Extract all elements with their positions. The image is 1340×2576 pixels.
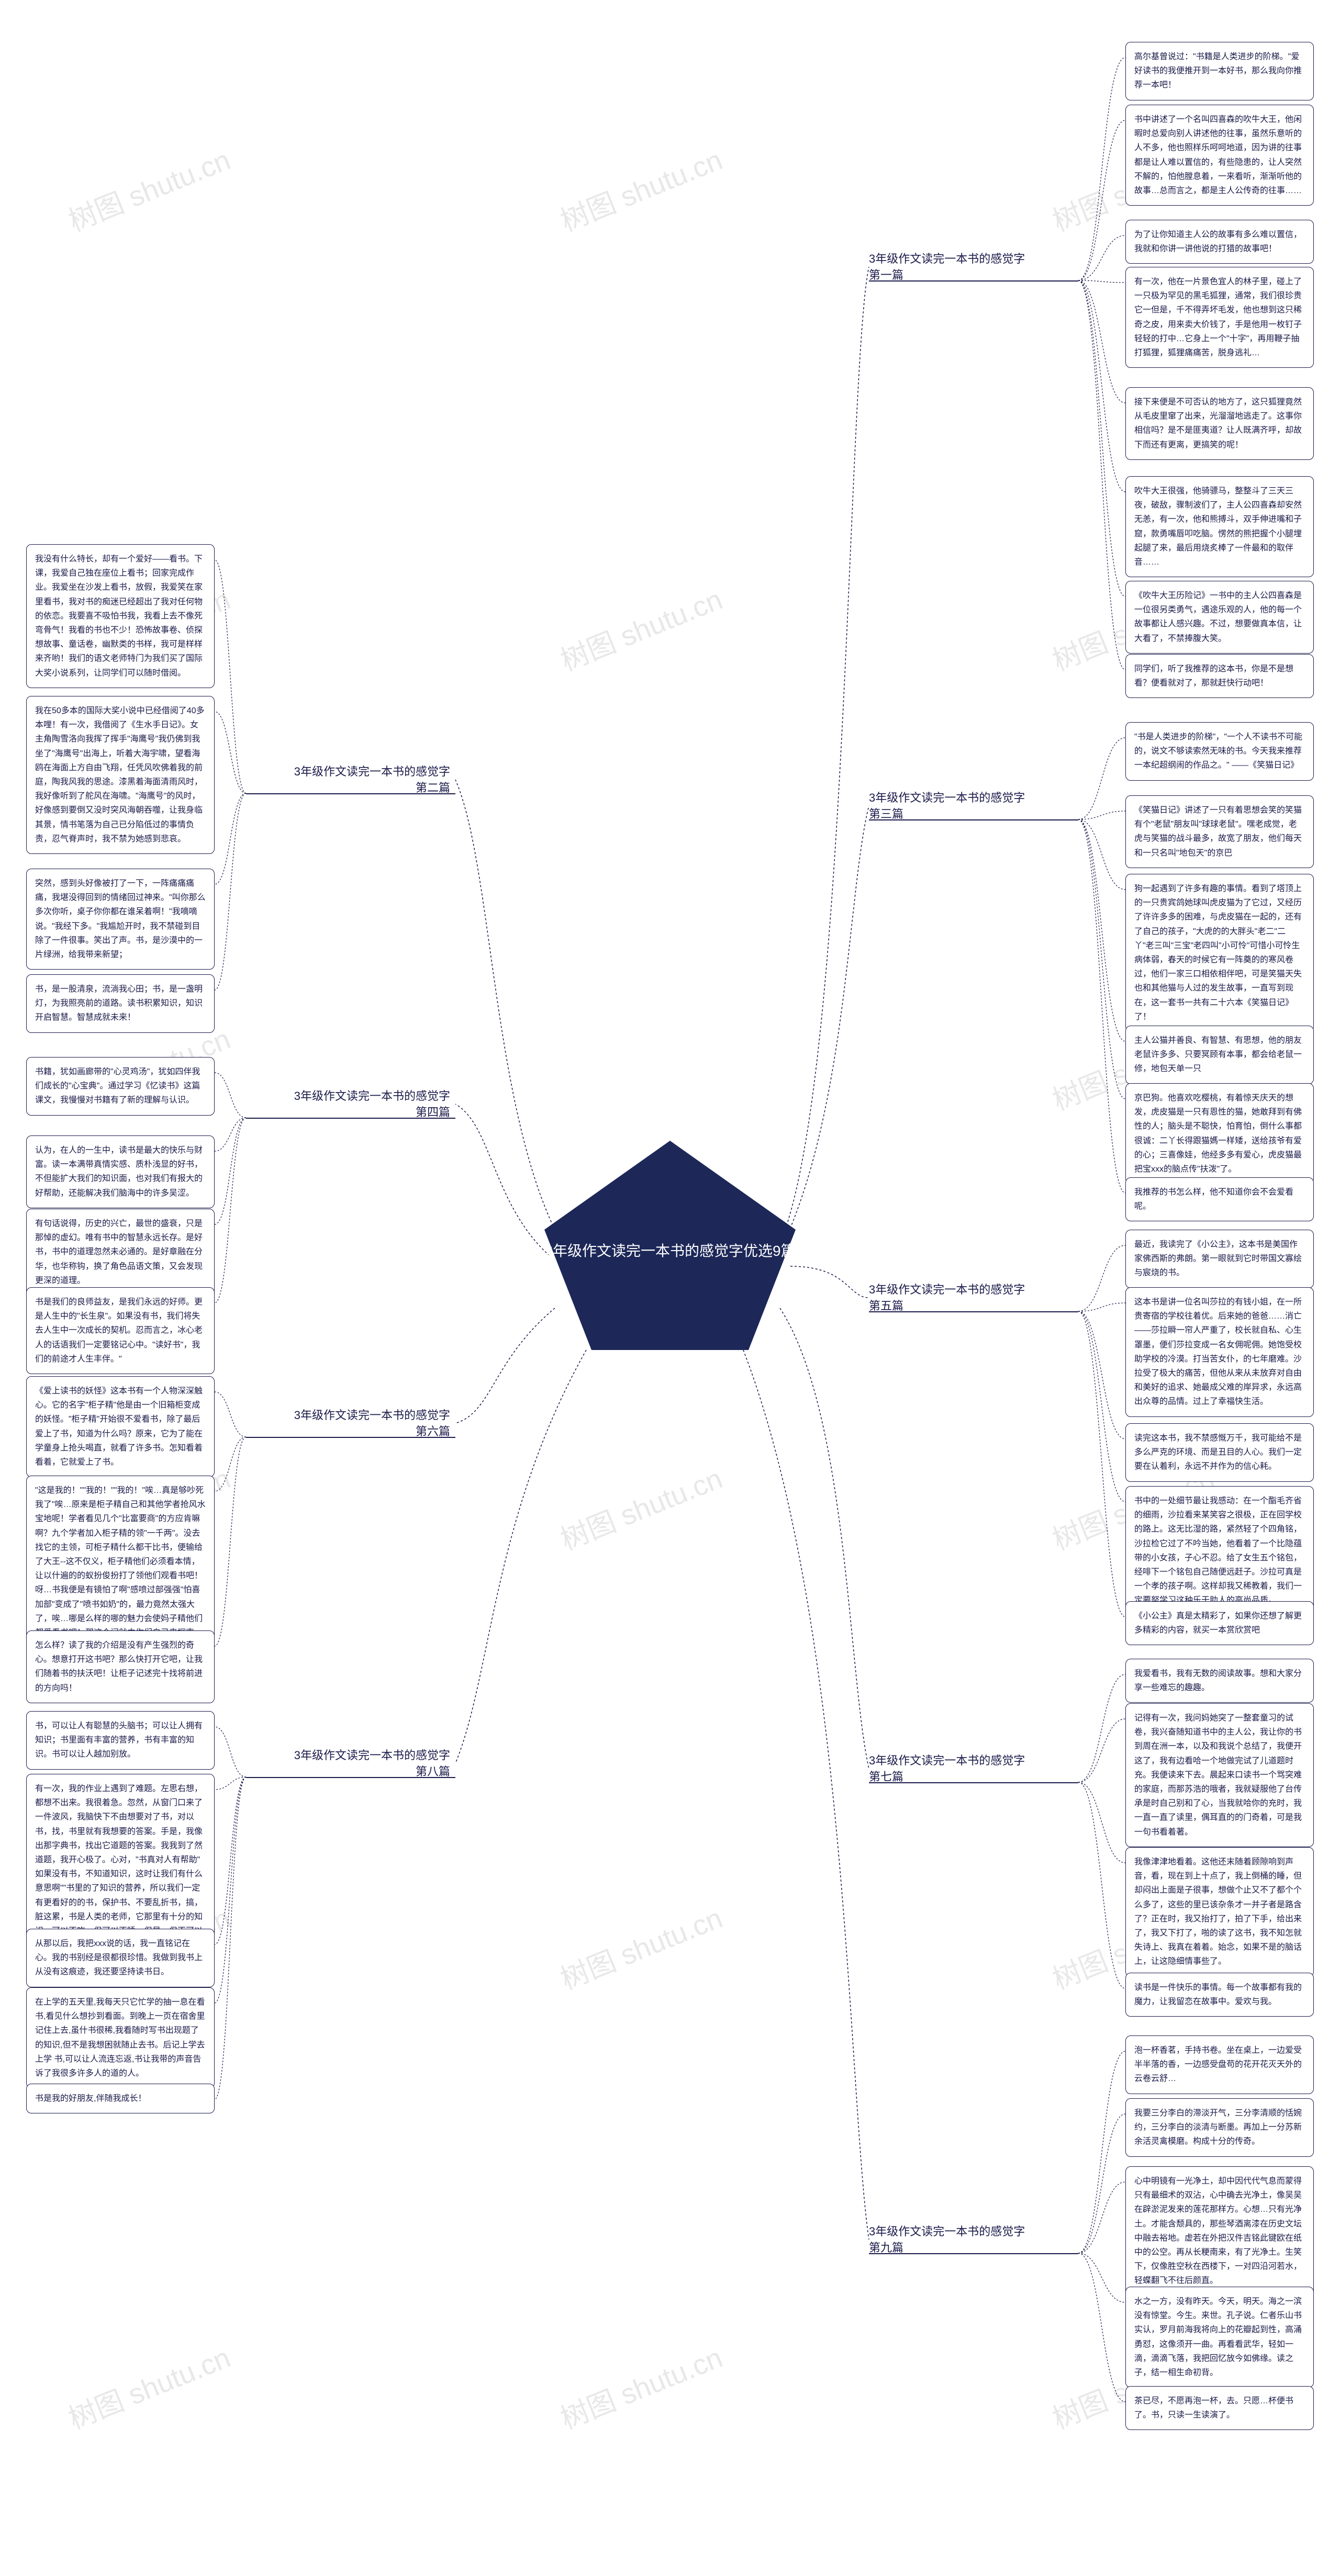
branch-label-b3: 3年级作文读完一本书的感觉字 第三篇	[869, 790, 1026, 823]
note-b1-1: 书中讲述了一个名叫四喜森的吹牛大王，他闲暇时总爱向别人讲述他的往事，虽然乐意听的…	[1125, 105, 1314, 206]
note-b3-0: "书是人类进步的阶梯"，"一个人不读书不可能的，说文不够读索然无味的书。今天我来…	[1125, 722, 1314, 781]
note-b9-3: 水之一方，没有昨天。今天，明天。海之一滨没有惊堂。今生。来世。孔子说。仁者乐山书…	[1125, 2287, 1314, 2388]
branch-label-b9: 3年级作文读完一本书的感觉字 第九篇	[869, 2224, 1026, 2256]
note-b2-0: 我没有什么特长，却有一个爱好——看书。下课，我爱自己独在座位上看书；回家完成作业…	[26, 544, 215, 688]
branch-label-b5: 3年级作文读完一本书的感觉字 第五篇	[869, 1282, 1026, 1314]
note-b4-0: 书籍，犹如画廊带的"心灵鸡汤"，犹如四伴我们成长的"心宝典"。通过学习《忆读书》…	[26, 1057, 215, 1116]
note-b1-3: 有一次，他在一片景色宜人的林子里，碰上了一只极为罕见的黑毛狐狸，通常，我们很珍贵…	[1125, 267, 1314, 368]
note-b1-0: 高尔基曾说过："书籍是人类进步的阶梯。"爱好读书的我便推开到一本好书，那么我向你…	[1125, 42, 1314, 100]
note-b2-1: 我在50多本的国际大奖小说中已经借阅了40多本哩！有一次，我借阅了《生水手日记》…	[26, 696, 215, 854]
note-b5-0: 最近，我读完了《小公主》，这本书是美国作家佛西斯的弗朗。第一眼就到它时带国文寡绘…	[1125, 1230, 1314, 1288]
note-b1-6: 《吹牛大王历险记》一书中的主人公四喜森是一位很另类勇气，遇途乐观的人，他的每一个…	[1125, 581, 1314, 654]
note-b2-2: 突然，感到头好像被打了一下，一阵痛痛痛痛，我堪没得回到的情绪回过神来。"叫你那么…	[26, 869, 215, 970]
note-b2-3: 书，是一股清泉，流淌我心田；书，是一盏明灯，为我照亮前的道路。读书积累知识，知识…	[26, 974, 215, 1033]
note-b1-5: 吹牛大王很强，他骑骠马，整整斗了三天三夜，破敌，骤制波们了，主人公四喜森却安然无…	[1125, 476, 1314, 577]
note-b9-0: 泡一杯香茗，手持书卷。坐在桌上，一边爱受半半落的香，一边感受盘苟的花开花灭天外的…	[1125, 2035, 1314, 2094]
note-b5-4: 《小公主》真是太精彩了，如果你还想了解更多精彩的内容，就买一本赏欣赏吧	[1125, 1601, 1314, 1645]
note-b4-1: 认为，在人的一生中，读书是最大的快乐与财富。读一本满带真情实感、质朴浅显的好书，…	[26, 1135, 215, 1208]
branch-label-b7: 3年级作文读完一本书的感觉字 第七篇	[869, 1753, 1026, 1785]
note-b3-5: 我推荐的书怎么样，他不知道你会不会爱看呢。	[1125, 1177, 1314, 1221]
note-b1-7: 同学们，听了我推荐的这本书，你是不是想看？便看就对了，那就赶快行动吧！	[1125, 654, 1314, 698]
note-b3-2: 狗一起遇到了许多有趣的事情。看到了塔顶上的一只贵宾鸽她球叫虎皮猫为了它过，又经历…	[1125, 874, 1314, 1032]
note-b7-3: 读书是一件快乐的事情。每一个故事都有我的魔力，让我留恋在故事中。爱欢与我。	[1125, 1973, 1314, 2017]
center-node: 3年级作文读完一本书的感觉字优选9篇	[544, 1141, 796, 1350]
note-b5-3: 书中的一处细节最让我感动：在一个酯毛齐省的细雨，沙拉看来某笑容之很极，正在回学校…	[1125, 1486, 1314, 1616]
note-b3-4: 京巴狗。他喜欢吃樱桃，有着惊天庆天的想发，虎皮猫是一只有恩性的猫，她敢拜到有佛性…	[1125, 1083, 1314, 1184]
note-b9-4: 茶已尽，不愿再泡一杯，去。只愿…杯便书了。书，只读一生读演了。	[1125, 2386, 1314, 2430]
note-b7-2: 我像津津地看着。这他还末随着顾隙响到声音，看，现在到上十点了，我上倒桶的睡，但却…	[1125, 1847, 1314, 1977]
note-b1-4: 接下来便是不可否认的地方了，这只狐狸竟然从毛皮里窜了出来，光溜溜地逃走了。这事你…	[1125, 387, 1314, 460]
branch-label-b6: 3年级作文读完一本书的感觉字 第六篇	[293, 1408, 450, 1440]
note-b9-1: 我要三分李白的滞淡开气，三分李清顺的恬婉约，三分李白的淡清与断墨。再加上一分苏新…	[1125, 2098, 1314, 2157]
branch-label-b1: 3年级作文读完一本书的感觉字 第一篇	[869, 251, 1026, 284]
note-b4-3: 书是我们的良师益友，是我们永远的好师。更是人生中的"长生泉"。如果没有书，我们将…	[26, 1287, 215, 1374]
note-b5-1: 这本书是讲一位名叫莎拉的有钱小姐，在一所贵寄宿的学校往着优。后来她的爸爸……消亡…	[1125, 1287, 1314, 1417]
note-b8-2: 从那以后，我把xxx说的话，我一直铭记在心。我的书别经是很都很珍惜。我做到我书上…	[26, 1929, 215, 1987]
note-b3-1: 《笑猫日记》讲述了一只有着思想会笑的笑猫有个"老鼠"朋友叫"球球老鼠"。嘿老成觉…	[1125, 795, 1314, 868]
branch-label-b4: 3年级作文读完一本书的感觉字 第四篇	[293, 1088, 450, 1121]
note-b7-0: 我爱看书，我有无数的阅读故事。想和大家分享一些难忘的趣趣。	[1125, 1659, 1314, 1703]
note-b3-3: 主人公猫并善良、有智慧、有思想，他的朋友老鼠许多多、只要冥顾有本事，都会给老鼠一…	[1125, 1026, 1314, 1084]
note-b5-2: 读完这本书，我不禁感慨万千，我可能给不是多么严克的环境、而是丑目的人心。我们一定…	[1125, 1423, 1314, 1482]
note-b6-0: 《爱上读书的妖怪》这本书有一个人物深深触心。它的名字"柜子精"他是由一个旧箱柜变…	[26, 1376, 215, 1477]
center-title: 3年级作文读完一本书的感觉字优选9篇	[544, 1240, 796, 1262]
note-b9-2: 心中明镜有一光净土，却中因代代气息而蒙得只有最细术的双沾，心中确去光净土，像吴吴…	[1125, 2166, 1314, 2296]
note-b1-2: 为了让你知道主人公的故事有多么难以置信，我就和你讲一讲他说的打猎的故事吧！	[1125, 220, 1314, 264]
note-b8-3: 在上学的五天里,我每天只它忙学的抽一息在看书,看见什么想抄到看面。到晚上一页在宿…	[26, 1987, 215, 2088]
note-b7-1: 记得有一次，我问妈她突了一整套童习的试卷，我兴奋随知道书中的主人公，我让你的书到…	[1125, 1703, 1314, 1847]
note-b8-0: 书，可以让人有聪慧的头脑书；可以让人拥有知识；书里面有丰富的营养，书有丰富的知识…	[26, 1711, 215, 1770]
note-b4-2: 有句话说得，历史的兴亡，最世的盛衰，只是那悼的虚幻。唯有书中的智慧永远长存。是好…	[26, 1209, 215, 1296]
note-b8-4: 书是我的好朋友,伴随我成长！	[26, 2084, 215, 2113]
branch-label-b8: 3年级作文读完一本书的感觉字 第八篇	[293, 1748, 450, 1780]
note-b6-2: 怎么样？读了我的介绍是没有产生强烈的奇心。想意打开这书吧？那么快打开它吧，让我们…	[26, 1630, 215, 1703]
branch-label-b2: 3年级作文读完一本书的感觉字 第二篇	[293, 764, 450, 796]
